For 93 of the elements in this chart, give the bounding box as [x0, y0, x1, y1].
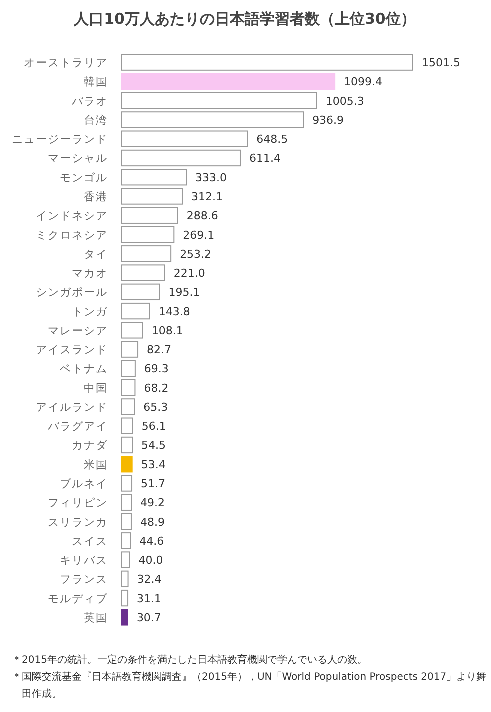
y-tick-label: ニュージーランド [12, 133, 108, 146]
data-label: 333.0 [196, 171, 228, 184]
bar [122, 590, 129, 607]
y-tick-label: 中国 [84, 382, 108, 395]
y-tick-label: スイス [72, 534, 108, 548]
text: ＊2015年の統計。一定の条件を満たした日本語教育機関で学んでいる人の数。 [12, 654, 368, 668]
data-label: 611.4 [249, 152, 281, 166]
data-label: 68.2 [144, 382, 169, 395]
data-label: 40.0 [138, 554, 164, 568]
bar [122, 207, 178, 224]
bar [122, 379, 136, 396]
data-label: 65.3 [144, 400, 168, 414]
data-label: 51.7 [141, 478, 166, 490]
bar [122, 341, 139, 358]
y-tick-label: マーシャル [48, 152, 108, 166]
data-label: 269.1 [183, 228, 215, 242]
bar [122, 360, 136, 378]
bar [122, 169, 188, 186]
bar [122, 552, 130, 568]
y-tick-label: ブルネイ [60, 478, 108, 490]
y-tick-label: 韓国 [84, 76, 108, 89]
data-label: 69.3 [144, 362, 169, 376]
y-tick-label: フィリピン [48, 496, 108, 510]
y-tick-label: スリランカ [48, 516, 108, 529]
bar [122, 398, 136, 416]
y-tick-label: ミクロネシア [36, 228, 108, 242]
bar [122, 322, 144, 339]
data-label: 53.4 [141, 458, 166, 472]
data-label: 143.8 [158, 305, 190, 318]
y-tick-label: トンガ [72, 305, 108, 318]
y-tick-label: モルディブ [48, 592, 108, 606]
bar [122, 570, 129, 588]
bar [122, 226, 175, 244]
data-label: 936.9 [312, 114, 344, 127]
y-tick-label: ベトナム [60, 362, 108, 376]
bar [122, 494, 132, 511]
data-label: 82.7 [147, 344, 172, 357]
bar [122, 188, 183, 205]
bar [122, 246, 172, 262]
data-label: 32.4 [137, 573, 162, 586]
data-label: 54.5 [142, 439, 166, 452]
data-label: 30.7 [136, 611, 162, 624]
data-label: 648.5 [256, 133, 288, 146]
data-label: 44.6 [140, 534, 164, 548]
y-tick-label: 香港 [84, 190, 108, 204]
bar [122, 92, 318, 110]
bar [122, 609, 128, 626]
data-label: 48.9 [140, 516, 165, 529]
text: ＊国際交流基金『日本語教育機関調査』（2015年），UN「World Population Prospects 2017」より舞田作成。 [12, 670, 487, 702]
bar [122, 150, 241, 167]
y-tick-label: 英国 [84, 611, 108, 624]
bar [122, 436, 134, 454]
bar [122, 475, 133, 492]
y-tick-label: 台湾 [84, 114, 108, 127]
chart-title: 人口10万人あたりの日本語学習者数（上位30位） [73, 10, 416, 28]
data-label: 195.1 [168, 286, 200, 300]
bar [122, 264, 166, 282]
bar [122, 54, 414, 71]
y-tick-label: アイルランド [36, 400, 108, 414]
y-tick-label: 米国 [84, 458, 108, 472]
bar [122, 112, 304, 128]
data-label: 253.2 [180, 248, 212, 261]
bar [122, 513, 132, 530]
data-label: 1005.3 [326, 94, 364, 108]
bar [122, 532, 132, 550]
y-tick-label: シンガポール [36, 286, 108, 300]
y-tick-label: カナダ [72, 439, 108, 452]
data-label: 1501.5 [422, 56, 460, 70]
y-tick-label: インドネシア [36, 210, 108, 223]
y-tick-label: フランス [60, 573, 108, 586]
y-tick-label: モンゴル [60, 171, 108, 184]
data-label: 221.0 [174, 267, 206, 280]
bar [122, 130, 248, 148]
data-label: 1099.4 [344, 76, 383, 89]
data-label: 56.1 [142, 420, 166, 434]
data-label: 288.6 [186, 210, 218, 223]
bar [122, 73, 336, 90]
y-tick-label: タイ [84, 248, 108, 261]
data-label: 108.1 [152, 324, 184, 338]
data-label: 49.2 [140, 496, 166, 510]
bar [122, 302, 150, 320]
y-tick-label: キリバス [60, 554, 108, 568]
y-tick-label: アイスランド [36, 344, 108, 357]
y-tick-label: マレーシア [48, 324, 108, 338]
bar [122, 456, 133, 473]
bar [122, 284, 160, 301]
bar [122, 418, 134, 434]
y-tick-label: パラオ [71, 94, 108, 108]
y-tick-label: オーストラリア [24, 56, 108, 70]
y-tick-label: パラグアイ [47, 420, 108, 434]
data-label: 312.1 [191, 190, 223, 204]
y-tick-label: マカオ [72, 267, 108, 280]
data-label: 31.1 [137, 592, 162, 606]
